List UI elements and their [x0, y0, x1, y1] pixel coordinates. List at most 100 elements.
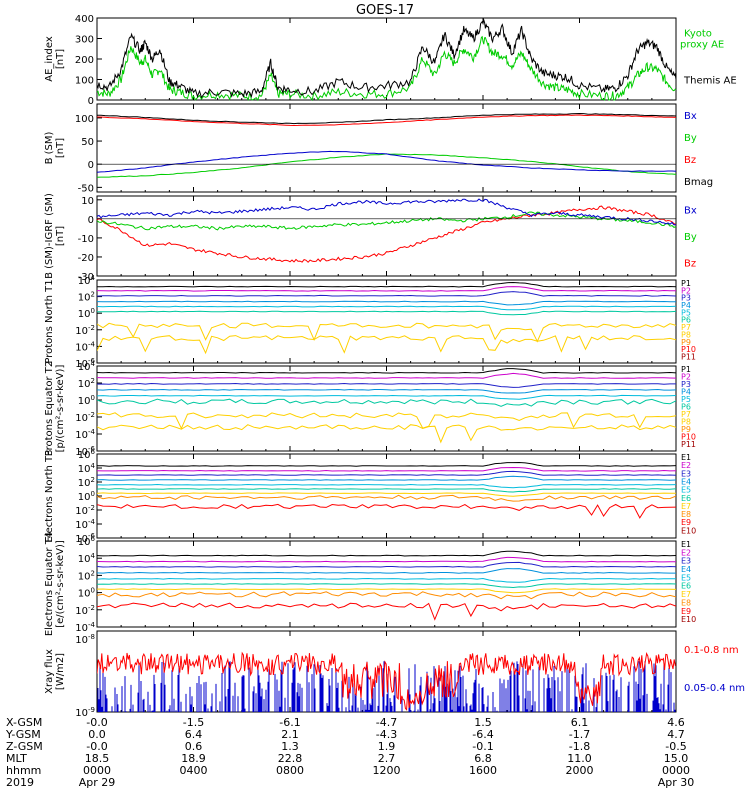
- ephem-y-2: 2.1: [281, 728, 299, 741]
- series-0.05-0.4-nm: [97, 661, 676, 712]
- channel-label-p3: P3: [681, 380, 691, 389]
- channel-e2: [97, 556, 676, 563]
- series-bz: [96, 205, 677, 263]
- y-tick-label: 100: [75, 76, 94, 87]
- ephem-label-hhmm: hhmm: [6, 764, 42, 777]
- channel-e7: [97, 492, 676, 497]
- y-tick-label: 10-2: [75, 324, 95, 337]
- channel-e5: [97, 483, 676, 489]
- channel-label-e7: E7: [681, 590, 691, 599]
- channel-p6: [97, 398, 676, 407]
- ephem-mlt-0: 18.5: [84, 752, 110, 765]
- channel-label-p4: P4: [681, 301, 691, 310]
- panel-pn: Protons North T1 10410210010-210-410-6P1P…: [44, 274, 696, 370]
- panel-frame: [96, 17, 677, 101]
- panel-ae: AE_index[nT] 0 100 200 300 400 Kyoto proxy AE Th…: [44, 14, 737, 107]
- panel-ee-ylabel: Electrons Equator T4[e/(cm²-s-sr-keV)]: [44, 532, 66, 636]
- y-tick-label: 100: [78, 490, 95, 503]
- y-tick-label: 10-4: [75, 340, 95, 353]
- channel-p5: [97, 305, 676, 311]
- channel-label-e5: E5: [681, 486, 691, 495]
- channel-e9: [97, 503, 676, 519]
- ephem-y-5: -1.7: [568, 728, 591, 741]
- channel-e1: [97, 550, 676, 557]
- ephem-mlt-4: 6.8: [474, 752, 492, 765]
- channel-p8: [97, 424, 676, 444]
- channel-label-p8: P8: [681, 330, 691, 339]
- panel-bigrf: B (SM)-IGRF (SM)[nT] -30 -20 -10 0 10 Bx By Bz: [44, 193, 697, 283]
- ephem-hhmm-2: 0800: [276, 764, 304, 777]
- channel-p4: [97, 300, 676, 306]
- channel-label-e10: E10: [681, 615, 696, 624]
- channel-p4: [97, 388, 676, 394]
- y-tick-label: 100: [78, 587, 95, 600]
- channel-label-e2: E2: [681, 548, 691, 557]
- series-bx: [96, 198, 677, 226]
- channel-e8: [97, 591, 676, 600]
- channel-p8: [97, 335, 676, 355]
- panel-frame: [96, 279, 677, 364]
- ephem-x-1: -1.5: [182, 716, 205, 729]
- channel-label-p11: P11: [681, 352, 696, 361]
- y-tick-label: 200: [75, 55, 94, 66]
- ephem-hhmm-0: 0000: [83, 764, 111, 777]
- channel-p7: [97, 412, 676, 430]
- legend-kyoto-proxy-ae: Kyoto proxy AE: [680, 29, 724, 51]
- panel-frame: [96, 365, 677, 452]
- y-tick-label: 10: [81, 196, 94, 207]
- channel-p1: [97, 281, 676, 288]
- channel-label-e8: E8: [681, 510, 691, 519]
- channel-label-p10: P10: [681, 433, 696, 442]
- panel-ae-ylabel: AE_index[nT]: [44, 36, 66, 82]
- series-kyoto-proxy-ae: [96, 35, 677, 102]
- channel-e4: [97, 475, 676, 481]
- channel-e2: [97, 466, 676, 472]
- legend-by: By: [684, 133, 697, 144]
- channel-lines: [97, 550, 676, 621]
- channel-label-e4: E4: [681, 565, 691, 574]
- ephem-mlt-6: 15.0: [663, 752, 689, 765]
- y-tick-label: 104: [78, 552, 96, 565]
- y-tick-label: 104: [78, 274, 96, 287]
- panel-frame: [96, 103, 677, 193]
- panel-pe-ylabel: Protons Equator T2[p/(cm²-s-sr-keV)]: [44, 361, 66, 457]
- channel-p6: [97, 310, 676, 316]
- y-tick-label: 0: [88, 96, 94, 107]
- ephem-label-mlt: MLT: [6, 752, 27, 765]
- y-tick-label: -50: [78, 183, 94, 194]
- legend-bz: Bz: [684, 259, 696, 270]
- channel-p3: [97, 382, 676, 388]
- channel-label-e9: E9: [681, 518, 691, 527]
- channel-e6: [97, 488, 676, 493]
- channel-p7: [97, 322, 676, 343]
- channel-label-p3: P3: [681, 294, 691, 303]
- legend-bx: Bx: [684, 111, 697, 122]
- channel-label-e10: E10: [681, 526, 696, 535]
- channel-p2: [97, 372, 676, 379]
- panel-xray: Xray flux[W/m2]10-810-90.1-0.8 nm0.05-0.…: [44, 630, 745, 719]
- ephem-mlt-2: 22.8: [277, 752, 303, 765]
- ephem-mlt-5: 11.0: [567, 752, 592, 765]
- channel-lines: [97, 461, 676, 519]
- ephem-label-xgsm: X-GSM: [6, 716, 43, 729]
- ephem-y-1: 6.4: [184, 728, 203, 741]
- ephem-y-6: 4.7: [667, 728, 685, 741]
- channel-label-p6: P6: [681, 316, 691, 325]
- channel-e3: [97, 470, 676, 476]
- ephem-z-3: 1.9: [377, 740, 396, 753]
- series-bz: [97, 114, 677, 127]
- y-tick-label: 10-4: [75, 518, 95, 531]
- channel-label-p10: P10: [681, 345, 696, 354]
- ephem-x-4: 1.5: [474, 716, 492, 729]
- channel-p2: [97, 286, 676, 292]
- series-by: [96, 211, 677, 231]
- plot-title: GOES-17: [356, 3, 414, 18]
- y-tick-label: 300: [75, 35, 94, 46]
- channel-e7: [97, 588, 676, 594]
- ephem-date-6: Apr 30: [657, 776, 695, 789]
- channel-p3: [97, 291, 676, 297]
- channel-lines: [97, 368, 676, 444]
- y-tick-label: 10-2: [75, 504, 95, 517]
- y-tick-label: 102: [78, 476, 95, 489]
- channel-label-p7: P7: [681, 410, 691, 419]
